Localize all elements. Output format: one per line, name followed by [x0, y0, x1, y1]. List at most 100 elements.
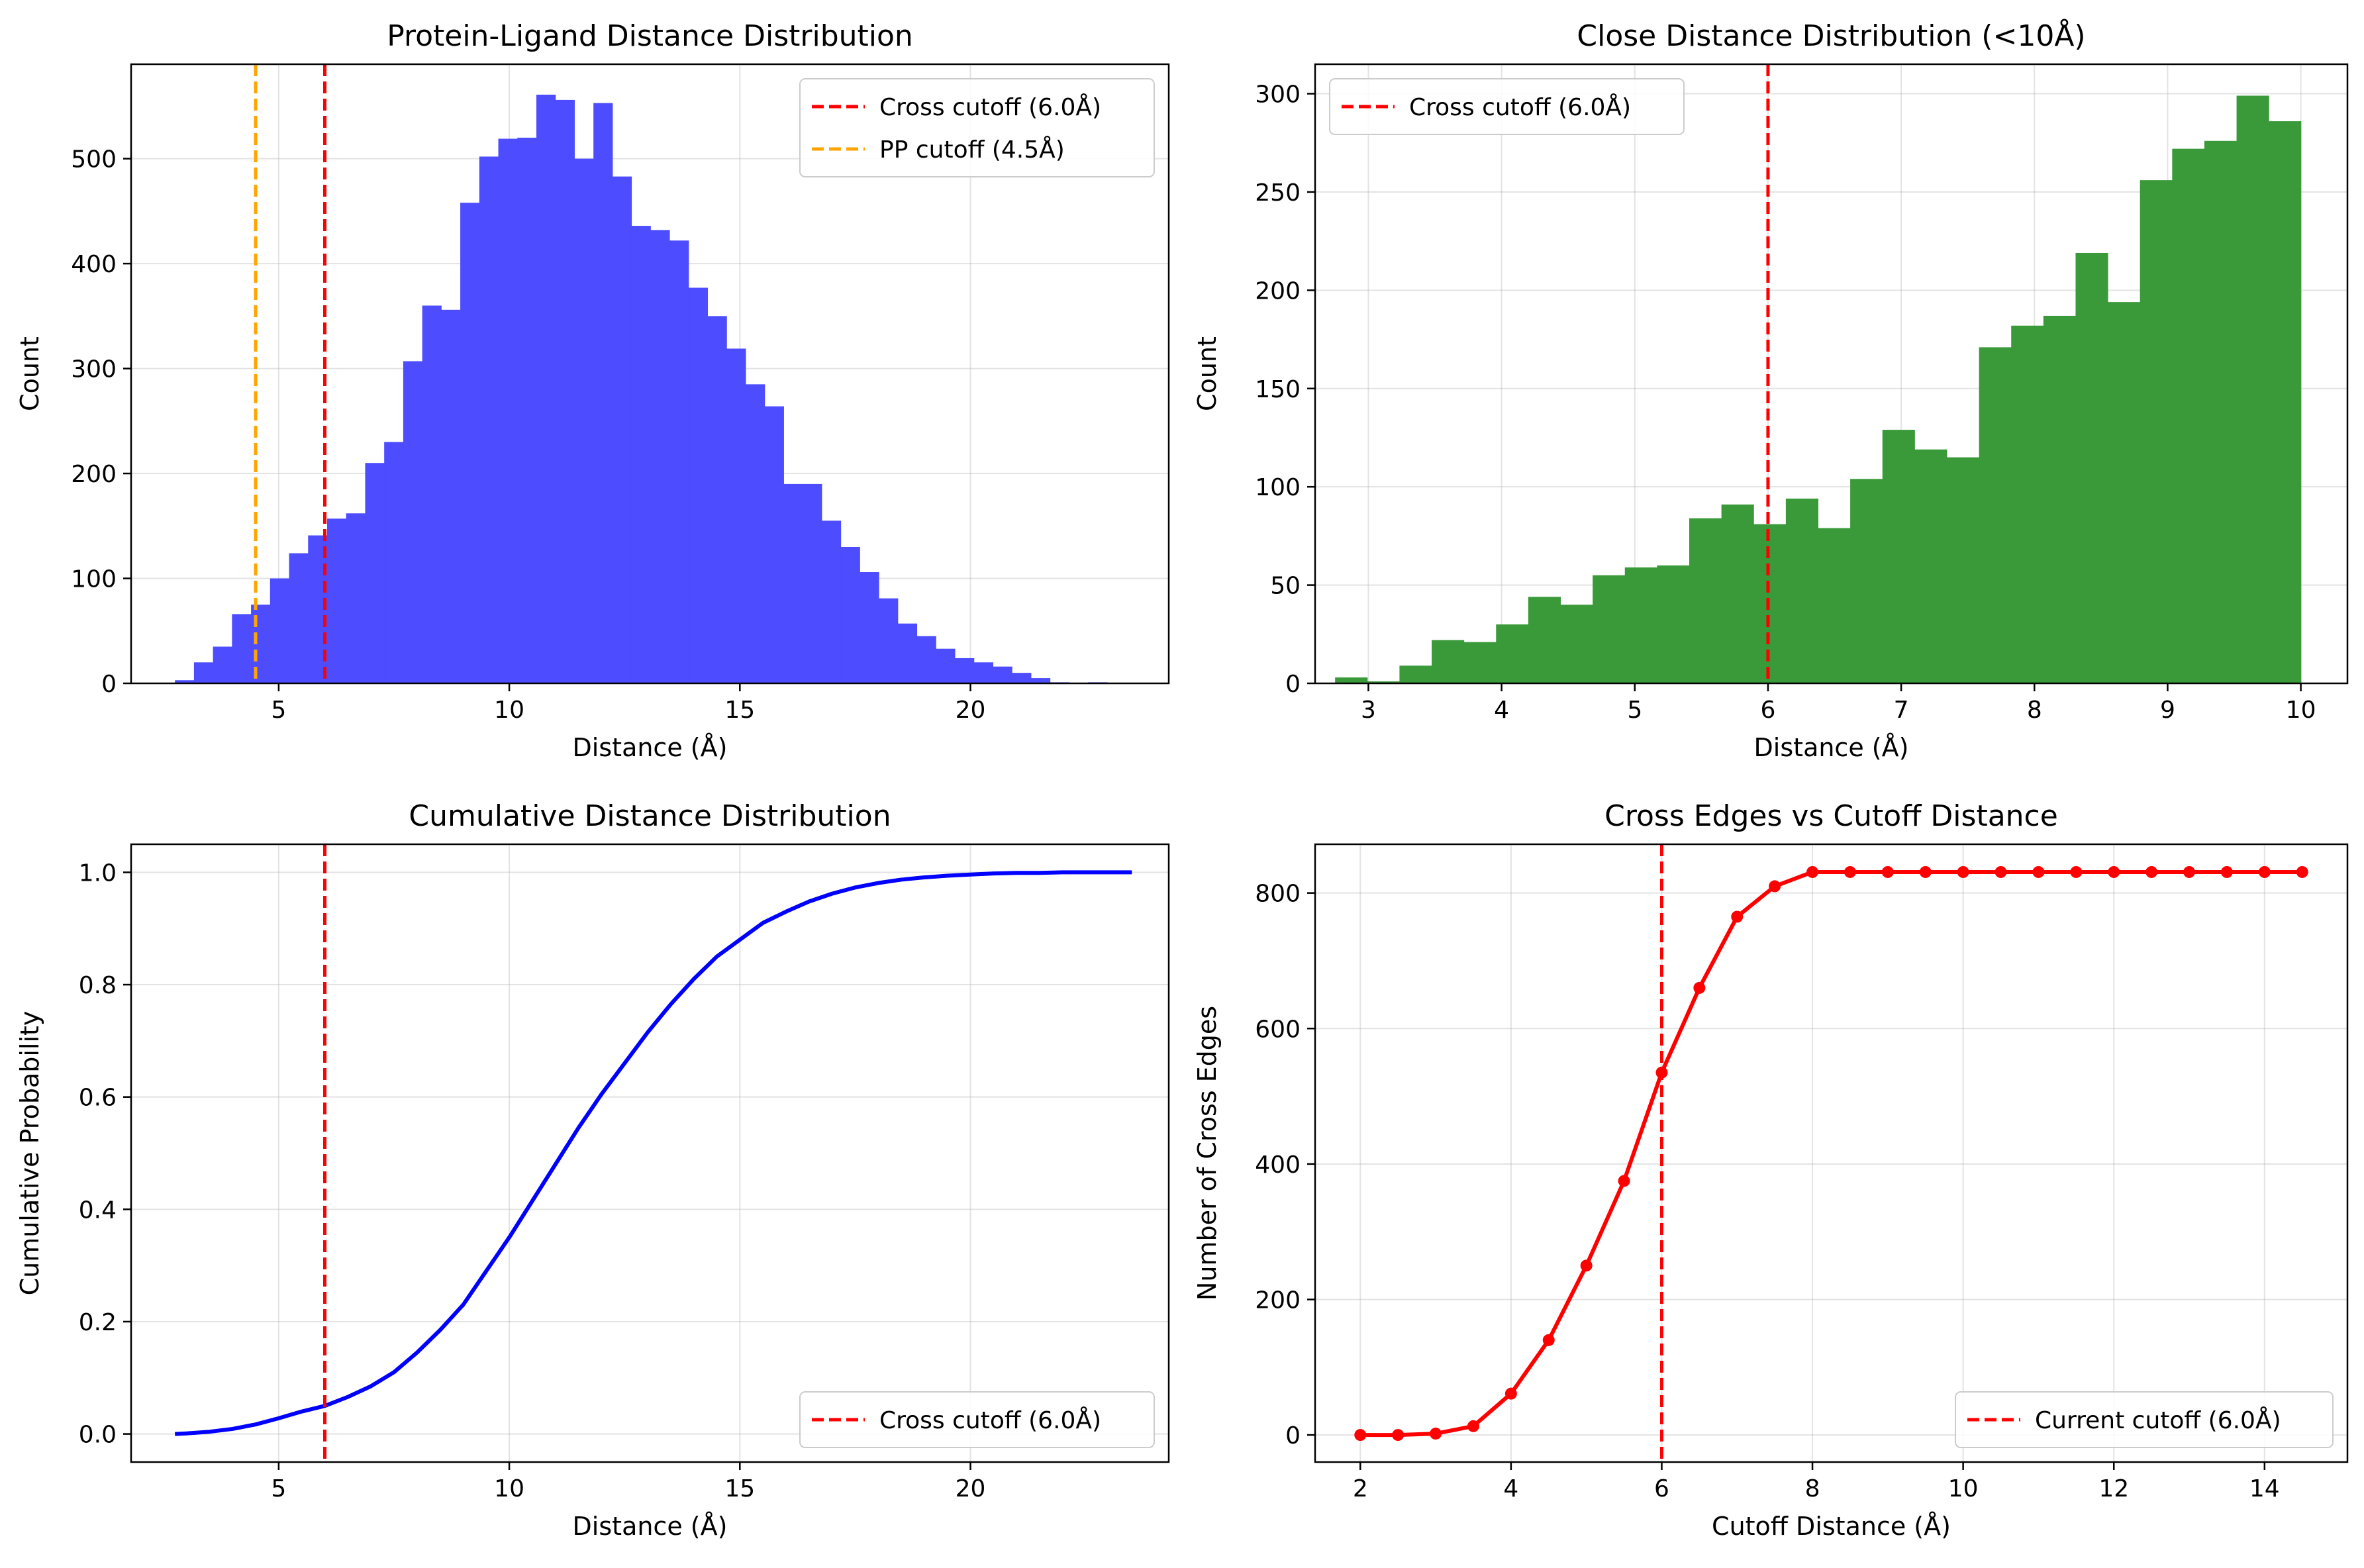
chart-title: Cross Edges vs Cutoff Distance: [1604, 799, 2058, 833]
bar: [783, 483, 803, 683]
data-point: [2070, 865, 2083, 878]
x-tick-label: 5: [271, 697, 286, 724]
data-point: [1731, 910, 1744, 923]
y-axis-label: Count: [15, 336, 44, 411]
x-axis-label: Distance (Å): [573, 1512, 728, 1541]
data-point: [1957, 865, 1969, 878]
x-axis-label: Distance (Å): [573, 733, 728, 762]
bar: [2204, 140, 2238, 683]
bar: [346, 513, 366, 683]
bar: [1367, 681, 1400, 683]
bar: [2075, 252, 2108, 683]
data-point: [1693, 981, 1706, 994]
axes-frame: [130, 843, 1170, 1463]
y-tick-label: 400: [1255, 1152, 1301, 1179]
data-point: [1354, 1429, 1367, 1442]
bar: [270, 578, 290, 683]
bar: [1657, 565, 1690, 683]
bar: [289, 553, 309, 683]
legend: Cross cutoff (6.0Å) PP cutoff (4.5Å): [799, 78, 1155, 177]
bar: [1528, 597, 1561, 683]
bar: [232, 614, 252, 683]
bar: [936, 648, 956, 683]
legend-box: [799, 78, 1155, 177]
y-tick-label: 0: [1285, 671, 1301, 698]
bar: [2011, 325, 2044, 683]
legend-box: [799, 1391, 1155, 1448]
bar: [1624, 567, 1657, 683]
bar: [1012, 673, 1032, 683]
y-tick-label: 400: [71, 251, 117, 278]
x-tick-label: 20: [956, 1475, 986, 1502]
bar: [536, 94, 556, 683]
bar: [955, 658, 975, 683]
data-point: [1769, 880, 1781, 893]
x-tick-label: 4: [1494, 697, 1509, 724]
bar: [2108, 302, 2141, 684]
data-point: [1919, 865, 1932, 878]
data-point: [1467, 1420, 1479, 1432]
y-tick-label: 0.8: [79, 972, 117, 999]
y-tick-label: 800: [1255, 881, 1301, 908]
bar: [574, 158, 594, 683]
data-point: [1618, 1175, 1630, 1187]
data-point: [1580, 1259, 1593, 1272]
data-point: [1844, 865, 1856, 878]
x-tick-label: 3: [1361, 697, 1376, 724]
x-tick-label: 4: [1503, 1475, 1518, 1502]
bar: [1593, 575, 1626, 683]
data-point: [2220, 865, 2233, 878]
bar: [1463, 642, 1497, 683]
y-tick-label: 200: [1255, 1287, 1301, 1314]
bar: [1432, 640, 1465, 683]
bar: [326, 518, 347, 683]
bar: [803, 483, 822, 683]
y-tick-label: 0.4: [79, 1197, 117, 1224]
legend-label: Cross cutoff (6.0Å): [879, 1406, 1101, 1434]
grid-lines: [131, 844, 1169, 1462]
x-tick-label: 9: [2160, 697, 2175, 724]
bars: [175, 94, 1108, 684]
bar: [973, 662, 993, 683]
series-line: [175, 870, 1132, 1436]
bar: [365, 463, 385, 683]
y-tick-label: 100: [1255, 474, 1301, 501]
x-axis-label: Cutoff Distance (Å): [1712, 1512, 1951, 1541]
bar: [993, 666, 1012, 683]
bar: [1850, 479, 1883, 683]
legend: Cross cutoff (6.0Å): [1329, 78, 1685, 135]
subplot-4: 2 4 6 8 10 12 14 0 200 400 600 800 Cross Edges vs Cu…: [1193, 799, 2349, 1541]
data-point: [1392, 1429, 1404, 1442]
axes-frame: [1314, 843, 2349, 1463]
y-tick-label: 100: [71, 566, 117, 593]
bars: [1335, 95, 2302, 684]
y-tick-label: 500: [71, 146, 117, 173]
legend: Cross cutoff (6.0Å): [799, 1391, 1155, 1448]
bar: [707, 316, 727, 683]
bar: [384, 442, 404, 683]
bar: [1979, 347, 2012, 683]
bar: [1721, 504, 1754, 683]
y-tick-label: 0.0: [79, 1422, 117, 1449]
bar: [897, 623, 918, 683]
data-point: [1430, 1428, 1442, 1440]
bar: [593, 103, 613, 683]
y-tick-label: 200: [1255, 277, 1301, 305]
data-point: [1542, 1334, 1555, 1346]
bar: [213, 646, 232, 683]
data-point: [2145, 865, 2158, 878]
bar: [251, 605, 271, 683]
bar: [764, 406, 784, 683]
y-tick-label: 50: [1270, 573, 1301, 600]
bar: [726, 348, 746, 683]
axes-frame: [130, 63, 1170, 685]
y-tick-label: 600: [1255, 1016, 1301, 1043]
x-tick-label: 5: [271, 1475, 286, 1502]
x-tick-label: 10: [1948, 1475, 1979, 1502]
bar: [1946, 457, 1980, 683]
bar: [422, 305, 442, 683]
bar: [460, 203, 480, 684]
x-tick-label: 5: [1627, 697, 1642, 724]
x-tick-label: 20: [956, 697, 986, 724]
